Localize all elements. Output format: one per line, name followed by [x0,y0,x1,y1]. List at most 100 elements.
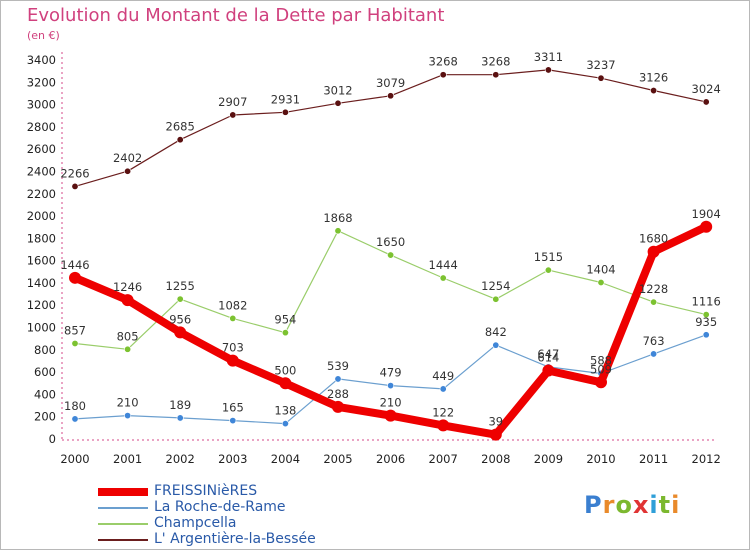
x-tick-label: 2004 [271,452,300,466]
y-tick-label: 2800 [27,120,56,134]
data-label: 1404 [586,262,615,276]
x-tick-label: 2011 [639,452,668,466]
logo-letter: t [658,491,672,519]
data-point [439,385,447,393]
data-point [542,364,555,377]
data-point [281,108,289,116]
y-tick-label: 400 [34,387,56,401]
data-point [69,271,81,284]
x-tick-label: 2007 [429,452,458,466]
logo-letter: i [649,491,659,519]
data-point [544,66,552,74]
legend-swatch [98,488,148,496]
data-label: 1680 [639,232,668,246]
y-tick-label: 600 [34,365,56,379]
data-label: 3268 [481,55,510,69]
data-label: 842 [485,325,507,339]
data-label: 500 [274,363,296,377]
data-point [387,382,395,390]
data-label: 614 [537,351,559,365]
data-point [702,98,710,106]
logo-letter: x [632,491,650,519]
data-point [229,314,237,322]
legend-label: Champcella [154,515,237,531]
data-label: 288 [327,387,349,401]
y-tick-label: 1200 [27,298,56,312]
chart-subtitle: (en €) [27,29,60,42]
logo-letter: i [671,491,681,519]
data-point [174,326,187,339]
data-label: 3311 [534,50,563,64]
x-tick-label: 2012 [692,452,721,466]
y-tick-label: 3200 [27,75,56,89]
data-point [439,274,447,282]
data-point [650,87,658,95]
x-tick-label: 2008 [481,452,510,466]
logo-letter: P [584,491,603,519]
data-point [597,74,605,82]
data-point [281,329,289,337]
data-label: 3237 [586,58,615,72]
data-label: 1904 [692,207,721,221]
data-point [650,298,658,306]
data-point [437,419,450,432]
data-point [124,412,132,420]
data-label: 39 [488,415,503,429]
data-label: 1446 [60,258,89,272]
data-point [595,376,607,389]
legend-label: La Roche-de-Rame [154,499,286,515]
x-tick-label: 2001 [113,452,142,466]
data-label: 647 [537,347,559,361]
data-label: 3079 [376,76,405,90]
data-point [489,428,502,441]
legend-label: L' Argentière-la-Bessée [154,531,316,547]
legend-swatch [98,523,148,525]
y-tick-label: 1000 [27,321,56,335]
y-tick-label: 3400 [27,53,56,67]
data-label: 588 [590,353,612,367]
proxiti-logo: Proxiti [584,491,680,519]
data-label: 1228 [639,282,668,296]
data-label: 3268 [429,55,458,69]
data-point [650,350,658,358]
data-point [492,295,500,303]
y-tick-label: 800 [34,343,56,357]
logo-letter: o [615,491,633,519]
x-tick-label: 2002 [166,452,195,466]
data-label: 857 [64,323,86,337]
data-point [334,227,342,235]
y-tick-label: 1800 [27,231,56,245]
y-tick-label: 2000 [27,209,56,223]
y-tick-label: 0 [49,432,56,446]
logo-letter: r [602,491,616,519]
data-point [544,266,552,274]
data-label: 805 [117,329,139,343]
data-label: 2685 [166,120,195,134]
data-label: 2931 [271,92,300,106]
data-point [124,167,132,175]
data-label: 2266 [60,166,89,180]
data-label: 479 [380,366,402,380]
data-label: 703 [222,341,244,355]
data-point [176,295,184,303]
y-tick-label: 200 [34,410,56,424]
y-tick-label: 1400 [27,276,56,290]
data-label: 210 [380,396,402,410]
data-point [176,414,184,422]
data-label: 1444 [429,258,458,272]
data-label: 180 [64,399,86,413]
data-point [384,409,397,422]
data-point [71,339,79,347]
data-point [124,345,132,353]
y-tick-label: 2400 [27,164,56,178]
data-point [334,99,342,107]
data-label: 3126 [639,71,668,85]
data-label: 1246 [113,280,142,294]
data-point [279,377,292,390]
data-label: 189 [169,398,191,412]
data-point [229,417,237,425]
data-label: 1515 [534,250,563,264]
data-point [702,331,710,339]
